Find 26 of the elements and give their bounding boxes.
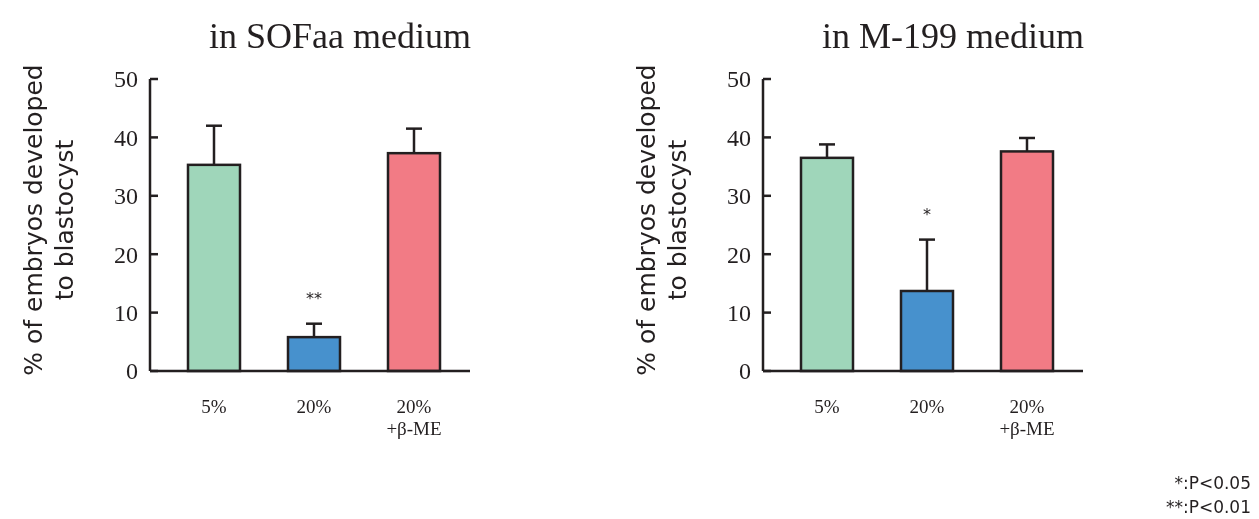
annotation: ** [306,288,322,308]
y-tick-label: 20 [114,241,138,268]
y-tick-label: 0 [739,358,751,385]
y-tick-label: 20 [727,241,751,268]
text: *:P<0.05 [1174,473,1251,493]
y-tick-label: 0 [126,358,138,385]
y-tick-label: 50 [727,66,751,93]
x-tick-label: 20% +β-ME [386,396,442,439]
annotation: * [923,204,931,224]
y-tick-label: 30 [114,183,138,210]
x-tick-label: 20% +β-ME [999,396,1055,439]
text: **:P<0.01 [1165,497,1251,517]
x-tick-label: 20% [909,396,945,417]
chart-title: in M-199 medium [822,16,1084,56]
x-tick-label: 20% [296,396,332,417]
x-tick-label: 5% [814,396,840,417]
y-tick-label: 40 [114,124,138,151]
y-axis-title: % of embryos developed to blastocyst [19,64,79,376]
y-tick-label: 10 [727,300,751,326]
y-tick-label: 40 [727,124,751,151]
x-tick-label: 5% [201,396,227,417]
y-tick-label: 10 [114,300,138,326]
y-tick-label: 30 [727,183,751,210]
chart-title: in SOFaa medium [209,16,471,56]
y-tick-label: 50 [114,66,138,93]
y-axis-title: % of embryos developed to blastocyst [632,64,692,376]
